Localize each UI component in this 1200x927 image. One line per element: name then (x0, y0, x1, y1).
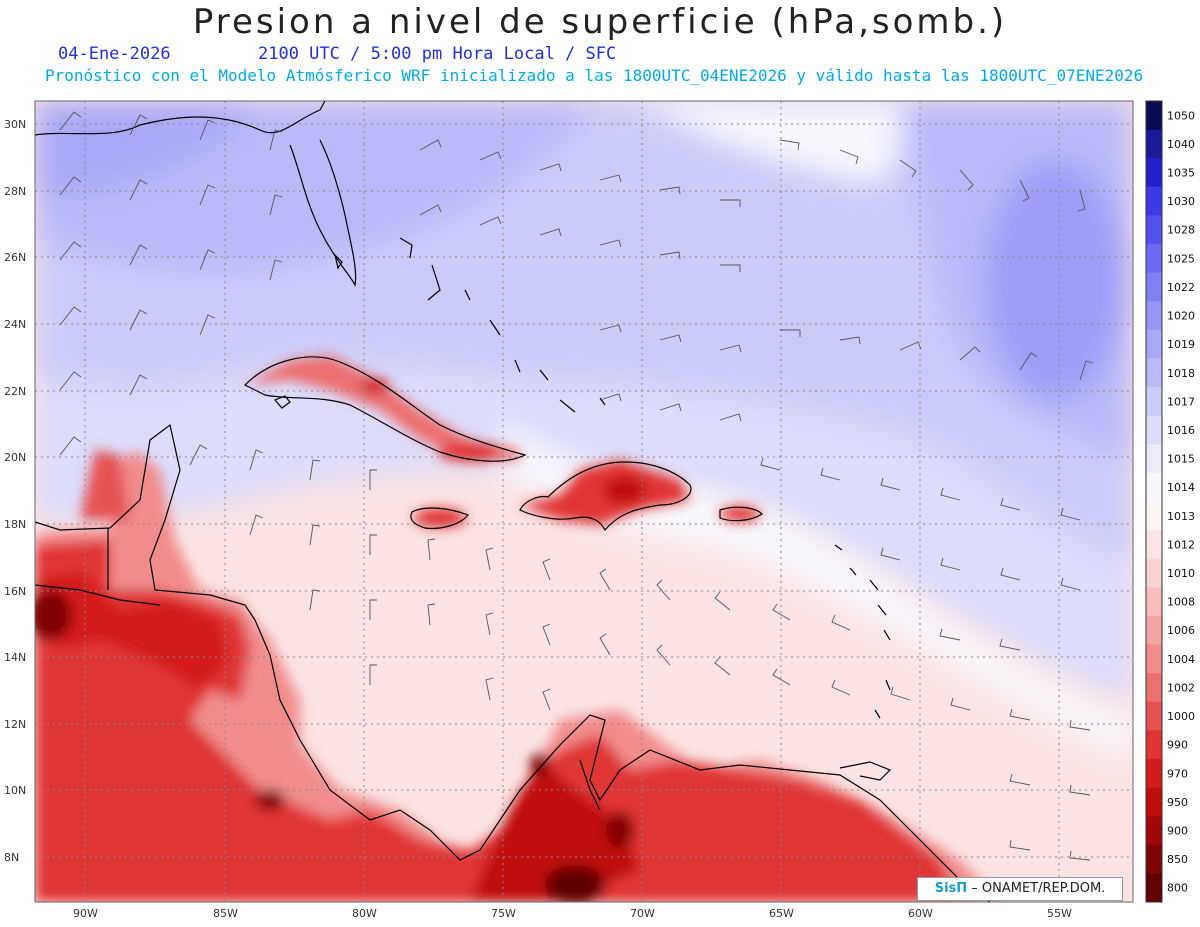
lat-label: 18N (4, 518, 26, 531)
colorbar-label: 1030 (1167, 195, 1195, 208)
colorbar-label: 900 (1167, 824, 1188, 837)
valid-time: 2100 UTC / 5:00 pm Hora Local / SFC (258, 44, 617, 64)
colorbar-label: 1015 (1167, 453, 1195, 466)
colorbar-swatch (1146, 673, 1162, 703)
colorbar-swatch (1146, 787, 1162, 817)
colorbar-swatch (1146, 215, 1162, 245)
colorbar-label: 1040 (1167, 138, 1195, 151)
colorbar-swatch (1146, 272, 1162, 302)
sispi-logo: SisΠ (934, 881, 968, 896)
colorbar-swatch (1146, 873, 1162, 903)
colorbar-label: 850 (1167, 853, 1188, 866)
colorbar-label: 990 (1167, 739, 1188, 752)
lon-label: 80W (352, 907, 377, 920)
colorbar-label: 1050 (1167, 109, 1195, 122)
colorbar-label: 950 (1167, 796, 1188, 809)
lon-label: 75W (491, 907, 516, 920)
colorbar-swatch (1146, 730, 1162, 760)
colorbar-swatch (1146, 329, 1162, 359)
forecast-description: Pronóstico con el Modelo Atmósferico WRF… (45, 66, 1144, 85)
map-title: Presion a nivel de superficie (hPa,somb.… (192, 2, 1008, 42)
lat-label: 12N (4, 718, 26, 731)
colorbar-label: 800 (1167, 882, 1188, 895)
colorbar-swatch (1146, 415, 1162, 445)
colorbar-label: 1010 (1167, 567, 1195, 580)
colorbar-label: 1025 (1167, 252, 1195, 265)
colorbar-swatch (1146, 701, 1162, 731)
lat-label: 28N (4, 185, 26, 198)
colorbar-label: 1013 (1167, 510, 1195, 523)
colorbar-swatch (1146, 530, 1162, 560)
pressure-field (35, 101, 1133, 902)
colorbar-swatch (1146, 644, 1162, 674)
longitude-axis: 90W 85W 80W 75W 70W 65W 60W 55W (73, 907, 1072, 920)
colorbar-label: 1002 (1167, 681, 1195, 694)
colorbar-swatch (1146, 387, 1162, 417)
colorbar-label: 1018 (1167, 367, 1195, 380)
lon-label: 60W (908, 907, 933, 920)
lat-label: 30N (4, 118, 26, 131)
lat-label: 10N (4, 784, 26, 797)
wind-barbs (59, 111, 1094, 861)
colorbar-label: 1035 (1167, 167, 1195, 180)
colorbar-label: 1008 (1167, 596, 1195, 609)
colorbar-swatch (1146, 244, 1162, 274)
lat-label: 8N (4, 851, 19, 864)
lat-label: 14N (4, 651, 26, 664)
colorbar-swatch (1146, 558, 1162, 588)
colorbar-swatch (1146, 301, 1162, 331)
colorbar-label: 1028 (1167, 224, 1195, 237)
colorbar-label: 1020 (1167, 310, 1195, 323)
lat-label: 20N (4, 451, 26, 464)
lat-label: 26N (4, 251, 26, 264)
colorbar-swatch (1146, 129, 1162, 159)
lat-label: 22N (4, 385, 26, 398)
colorbar-label: 1004 (1167, 653, 1195, 666)
lon-label: 65W (769, 907, 794, 920)
colorbar-swatch (1146, 444, 1162, 474)
colorbar-label: 1017 (1167, 395, 1195, 408)
lon-label: 90W (73, 907, 98, 920)
coastlines (35, 101, 991, 902)
lon-label: 55W (1047, 907, 1072, 920)
graticule (35, 101, 1133, 902)
lat-label: 24N (4, 318, 26, 331)
lon-label: 85W (213, 907, 238, 920)
map-frame (34, 100, 1134, 903)
colorbar-swatch (1146, 186, 1162, 216)
colorbar-label: 1016 (1167, 424, 1195, 437)
colorbar-swatch (1146, 587, 1162, 617)
low-pressure-land (35, 355, 1000, 902)
valid-date: 04-Ene-2026 (58, 44, 171, 64)
colorbar-legend: 1050 1040 1035 1030 1028 1025 1022 1020 1019 1018… (1145, 100, 1195, 903)
colorbar-frame (1145, 100, 1163, 903)
latitude-axis: 30N 28N 26N 24N 22N 20N 18N 16N 14N 12N … (4, 118, 26, 864)
colorbar-label: 1012 (1167, 538, 1195, 551)
colorbar-label: 970 (1167, 767, 1188, 780)
colorbar-label: 1014 (1167, 481, 1195, 494)
colorbar-label: 1022 (1167, 281, 1195, 294)
lat-label: 16N (4, 585, 26, 598)
colorbar-swatch (1146, 358, 1162, 388)
colorbar-swatch (1146, 816, 1162, 846)
colorbar-label: 1019 (1167, 338, 1195, 351)
lon-label: 70W (630, 907, 655, 920)
colorbar-swatch (1146, 501, 1162, 531)
credit-box: SisΠ – ONAMET/REP.DOM. (917, 877, 1123, 901)
colorbar-swatch (1146, 101, 1162, 131)
colorbar-swatch (1146, 844, 1162, 874)
colorbar-swatch (1146, 158, 1162, 188)
colorbar-label: 1000 (1167, 710, 1195, 723)
colorbar-swatch (1146, 615, 1162, 646)
colorbar-swatch (1146, 758, 1162, 789)
colorbar-label: 1006 (1167, 624, 1195, 637)
credit-text: – ONAMET/REP.DOM. (967, 881, 1106, 896)
colorbar-swatch (1146, 472, 1162, 502)
